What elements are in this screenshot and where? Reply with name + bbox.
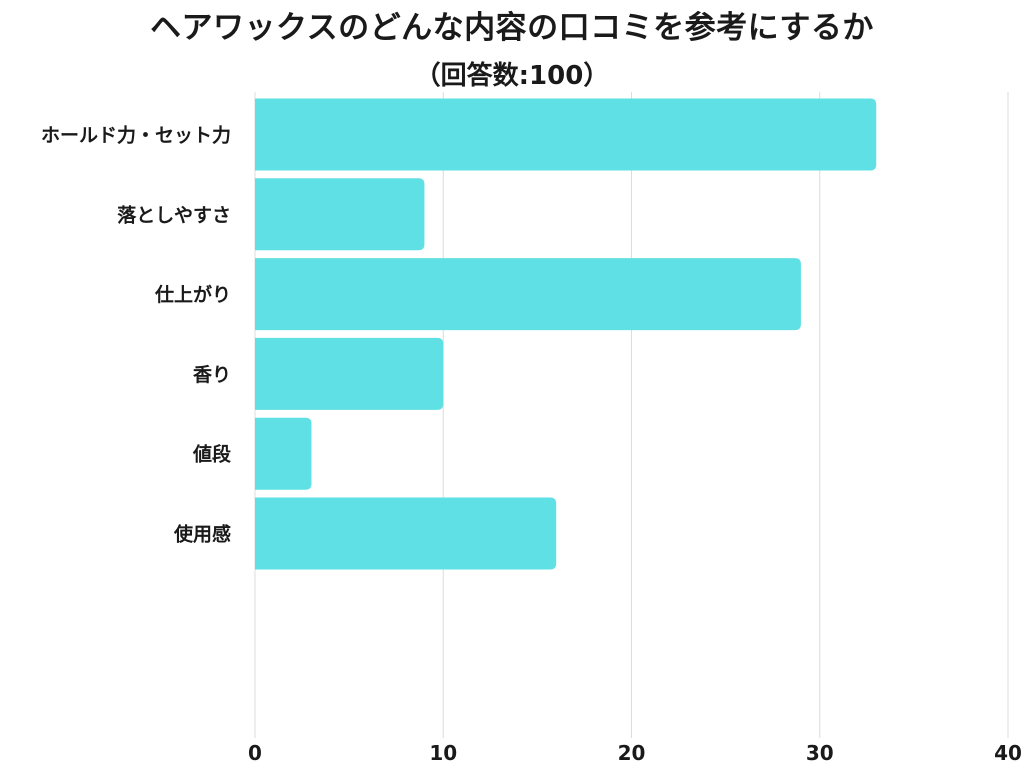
chart-subtitle: （回答数:100）	[414, 61, 610, 91]
category-label: 仕上がり	[154, 283, 231, 306]
category-label: ホールド力・セット力	[41, 124, 231, 147]
x-tick-label: 20	[618, 741, 646, 765]
category-label: 値段	[192, 443, 232, 466]
x-tick-label: 30	[806, 741, 834, 765]
bar	[255, 98, 877, 171]
bar	[255, 417, 312, 490]
bar	[255, 337, 444, 410]
x-tick-label: 40	[994, 741, 1022, 765]
category-label: 香り	[192, 364, 231, 386]
category-label: 落としやすさ	[117, 203, 231, 226]
x-tick-label: 0	[248, 741, 262, 765]
chart-title: ヘアワックスのどんな内容の口コミを参考にするか	[150, 10, 874, 46]
x-axis-ticks: 0 10 20 30 40	[248, 741, 1022, 765]
bars	[255, 98, 877, 570]
bar	[255, 497, 557, 570]
category-label: 使用感	[173, 523, 231, 546]
x-tick-label: 10	[429, 741, 457, 765]
bar	[255, 258, 801, 331]
bar	[255, 178, 425, 251]
